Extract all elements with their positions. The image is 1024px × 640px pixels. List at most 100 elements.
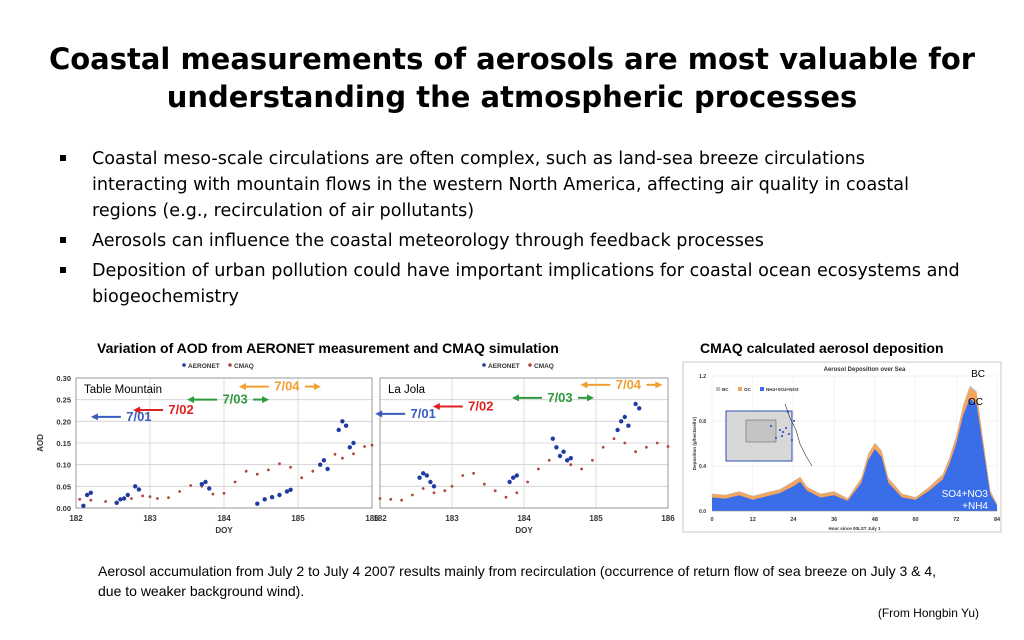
x-tick-label: 48 xyxy=(872,517,878,523)
x-tick-label: 186 xyxy=(365,514,379,523)
aeronet-point xyxy=(325,466,330,472)
aod-panel-1: 182 183 184 185 186 0.00 0.05 0.10 0.15 0.20 0.25 0… xyxy=(36,363,379,535)
inset-map-point xyxy=(785,427,787,429)
y-tick-label: 0.8 xyxy=(699,419,706,425)
inset-map-domain xyxy=(745,419,777,443)
area-oc xyxy=(712,387,997,511)
aeronet-point xyxy=(568,456,573,461)
cmaq-point xyxy=(244,469,248,473)
annotation-arrowhead xyxy=(432,403,440,410)
date-annotation: 7/04 xyxy=(616,377,642,392)
x-tick-label: 24 xyxy=(790,517,797,523)
cmaq-point xyxy=(612,437,616,441)
aeronet-point xyxy=(633,401,638,407)
aeronet-point xyxy=(343,423,349,428)
footnote: Aerosol accumulation from July 2 to July… xyxy=(98,563,937,599)
bc-label: BC xyxy=(971,369,985,380)
legend-swatch xyxy=(760,387,764,391)
y-tick-label: 0.20 xyxy=(56,417,71,426)
aeronet-point xyxy=(622,414,627,420)
inset-map-point xyxy=(791,439,793,441)
x-tick-label: 182 xyxy=(373,514,387,523)
aeronet-point xyxy=(347,445,352,450)
deposition-chart: 0.0 0.4 0.8 1.2 0 12 24 36 48 60 72 84 Hour since 00… xyxy=(682,361,1002,533)
aeronet-point xyxy=(84,492,90,498)
x-tick-label: 182 xyxy=(69,514,83,523)
cmaq-point xyxy=(352,452,355,456)
x-axis-label: Hour since 00LST July 1 xyxy=(828,526,881,531)
aeronet-point xyxy=(121,496,127,501)
aeronet-point xyxy=(284,489,290,494)
date-annotation: 7/03 xyxy=(222,392,247,407)
bullet-text: Deposition of urban pollution could have… xyxy=(92,261,960,307)
aeronet-point xyxy=(511,475,516,480)
inset-map-coastline xyxy=(784,403,813,467)
cmaq-point xyxy=(483,482,486,486)
aeronet-point xyxy=(118,497,123,502)
y-axis-label: AOD xyxy=(36,434,45,452)
legend-label: NH4+SO4+NO3 xyxy=(766,387,799,392)
aeronet-point xyxy=(262,497,267,502)
cmaq-point xyxy=(156,497,159,500)
cmaq-point xyxy=(189,484,193,487)
legend-label: OC xyxy=(744,387,752,392)
x-tick-label: 185 xyxy=(589,514,603,523)
inset-map-frame xyxy=(725,410,793,462)
date-annotation: 7/02 xyxy=(168,402,193,417)
cmaq-point xyxy=(547,458,551,462)
panel-label: Table Mountain xyxy=(84,384,162,396)
cmaq-point xyxy=(461,474,465,477)
cmaq-point xyxy=(378,497,382,500)
bullet-item: Aerosols can influence the coastal meteo… xyxy=(60,228,960,254)
cmaq-point xyxy=(89,498,93,502)
cmaq-point xyxy=(178,490,182,493)
panel-label: La Jola xyxy=(388,384,426,396)
inset-map-point xyxy=(793,420,795,422)
bullet-text: Aerosols can influence the coastal meteo… xyxy=(92,231,764,251)
cmaq-point xyxy=(537,467,540,471)
bullet-item: Deposition of urban pollution could have… xyxy=(60,258,960,310)
cmaq-point xyxy=(148,495,152,499)
aeronet-point xyxy=(428,479,433,485)
aeronet-point xyxy=(637,406,642,411)
cmaq-point xyxy=(558,454,562,458)
aeronet-point xyxy=(207,486,212,491)
date-annotation: 7/04 xyxy=(274,379,300,394)
date-annotation: 7/01 xyxy=(126,409,151,424)
inset-map-point xyxy=(782,431,784,433)
annotation-arrowhead xyxy=(238,383,246,391)
aeronet-point xyxy=(269,495,275,500)
x-tick-label: 184 xyxy=(517,514,531,523)
inset-map xyxy=(725,403,813,467)
legend-label-aeronet: AERONET xyxy=(188,363,220,370)
bullet-marker xyxy=(60,237,66,243)
aeronet-point xyxy=(133,484,138,489)
cmaq-point xyxy=(267,468,270,472)
cmaq-point xyxy=(333,452,337,456)
aeronet-point xyxy=(277,492,282,498)
aeronet-point xyxy=(203,479,208,485)
cmaq-point xyxy=(300,476,304,480)
cmaq-point xyxy=(78,497,82,501)
aeronet-point xyxy=(507,479,512,485)
legend-label: BC xyxy=(722,387,729,392)
cmaq-point xyxy=(200,484,204,488)
cmaq-point xyxy=(591,458,594,462)
x-tick-label: 183 xyxy=(143,514,157,523)
annotation-arrowhead xyxy=(580,381,588,389)
x-tick-label: 183 xyxy=(445,514,459,523)
cmaq-point xyxy=(634,450,637,454)
cmaq-point xyxy=(411,493,414,497)
aeronet-point xyxy=(554,445,559,450)
aeronet-point xyxy=(421,471,426,476)
chart-title: Aerosol Deposition over Sea xyxy=(824,367,906,373)
aeronet-point xyxy=(615,427,620,433)
cmaq-point xyxy=(421,487,425,490)
cmaq-point xyxy=(341,456,344,460)
aeronet-point xyxy=(626,423,631,428)
cmaq-point xyxy=(526,480,529,484)
cmaq-point xyxy=(655,441,659,445)
aeronet-point xyxy=(550,436,555,441)
x-tick-label: 72 xyxy=(953,517,959,523)
y-tick-label: 0.00 xyxy=(56,504,71,513)
